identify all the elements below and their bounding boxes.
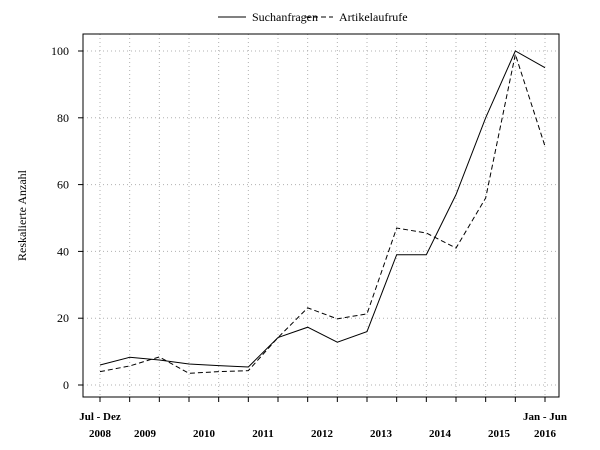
x-period-label-0-line-0: Jul - Dez xyxy=(79,411,121,423)
y-axis-label: Reskalierte Anzahl xyxy=(15,169,29,261)
x-period-label-2: 2010 xyxy=(193,428,216,440)
y-tick-label-1: 20 xyxy=(57,311,69,325)
legend-label-suchanfragen: Suchanfragen xyxy=(252,10,318,24)
x-period-label-8-line-0: Jan - Jun xyxy=(523,411,567,423)
x-period-label-6: 2014 xyxy=(429,428,452,440)
x-period-label-1: 2009 xyxy=(134,428,157,440)
series-line-suchanfragen xyxy=(99,50,546,368)
series-lines xyxy=(99,50,546,374)
y-tick-label-4: 80 xyxy=(57,111,69,125)
x-period-label-5: 2013 xyxy=(370,428,393,440)
series-line-artikelaufrufe xyxy=(99,52,546,374)
plot-frame xyxy=(82,33,560,398)
legend-label-artikelaufrufe: Artikelaufrufe xyxy=(339,10,408,24)
y-axis-ticks: 0 20 40 60 80 100 xyxy=(51,44,83,392)
x-period-label-3: 2011 xyxy=(252,428,273,440)
y-tick-label-3: 60 xyxy=(57,178,69,192)
grid xyxy=(83,34,559,397)
x-period-label-4: 2012 xyxy=(311,428,334,440)
x-period-label-8-line-1: 2016 xyxy=(534,428,557,440)
x-axis-ticks: Jul - Dez 2008 2009 2010 2011 2012 2013 2014 201… xyxy=(79,397,567,440)
y-tick-label-5: 100 xyxy=(51,44,69,58)
legend: Suchanfragen Artikelaufrufe xyxy=(218,10,408,24)
y-tick-label-2: 40 xyxy=(57,244,69,258)
x-period-label-7: 2015 xyxy=(488,428,511,440)
x-period-label-0-line-1: 2008 xyxy=(89,428,112,440)
y-tick-label-0: 0 xyxy=(63,378,69,392)
